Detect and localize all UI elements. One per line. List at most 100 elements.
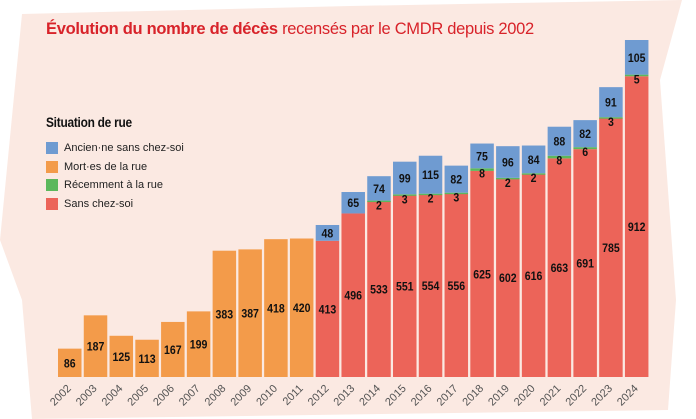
bar-sans-chez-soi-2024 xyxy=(624,76,649,377)
bar-ancien-ne-sans-chez-soi-2015 xyxy=(393,161,417,195)
bar-r-cemment-la-rue-2021 xyxy=(547,155,572,159)
data-label: 48 xyxy=(322,228,334,241)
data-label: 115 xyxy=(422,170,439,183)
data-label: 3 xyxy=(608,117,614,130)
data-label: 691 xyxy=(576,258,594,271)
legend-item: Sans chez-soi xyxy=(46,195,184,214)
data-label: 551 xyxy=(396,281,414,294)
legend-label: Mort·es de la rue xyxy=(64,160,148,173)
bar-mort-es-de-la-rue-2011 xyxy=(289,238,314,377)
bar-mort-es-de-la-rue-2007 xyxy=(186,311,211,377)
bar-r-cemment-la-rue-2016 xyxy=(418,193,443,196)
bar-sans-chez-soi-2019 xyxy=(496,178,520,377)
data-label: 420 xyxy=(293,303,311,316)
legend-item: Mort·es de la rue xyxy=(46,158,184,177)
bar-sans-chez-soi-2016 xyxy=(418,194,443,377)
legend-label: Ancien·ne sans chez-soi xyxy=(64,142,184,155)
bar-r-cemment-la-rue-2017 xyxy=(444,192,469,195)
data-label: 5 xyxy=(634,74,640,87)
data-label: 125 xyxy=(112,351,130,364)
data-label: 88 xyxy=(554,136,566,149)
data-label: 84 xyxy=(528,154,540,167)
data-label: 199 xyxy=(190,339,208,352)
data-label: 785 xyxy=(602,243,620,256)
legend-item: Ancien·ne sans chez-soi xyxy=(46,139,184,158)
bar-ancien-ne-sans-chez-soi-2024 xyxy=(624,40,649,75)
bar-mort-es-de-la-rue-2002 xyxy=(58,348,82,377)
data-label: 3 xyxy=(402,194,408,207)
bar-mort-es-de-la-rue-2003 xyxy=(83,315,108,377)
data-label: 99 xyxy=(399,173,411,186)
legend: Situation de rue Ancien·ne sans chez-soi… xyxy=(46,114,184,213)
data-label: 74 xyxy=(373,183,385,196)
title-bold: Évolution du nombre de décès xyxy=(46,20,278,38)
data-label: 8 xyxy=(556,155,562,168)
data-label: 8 xyxy=(479,168,485,181)
bar-r-cemment-la-rue-2020 xyxy=(521,173,546,175)
data-label: 2 xyxy=(531,173,537,186)
data-label: 6 xyxy=(582,147,588,160)
legend-swatch xyxy=(46,179,58,192)
legend-title: Situation de rue xyxy=(46,114,132,130)
bar-ancien-ne-sans-chez-soi-2016 xyxy=(418,155,443,194)
bar-mort-es-de-la-rue-2005 xyxy=(135,339,159,377)
data-label: 2 xyxy=(428,193,434,206)
bar-sans-chez-soi-2022 xyxy=(573,149,597,377)
bar-ancien-ne-sans-chez-soi-2012 xyxy=(315,224,340,241)
bar-ancien-ne-sans-chez-soi-2020 xyxy=(521,145,546,174)
data-label: 105 xyxy=(628,52,646,65)
bar-r-cemment-la-rue-2015 xyxy=(393,194,417,196)
bar-sans-chez-soi-2014 xyxy=(367,201,391,377)
data-label: 113 xyxy=(139,353,156,366)
data-label: 533 xyxy=(370,284,388,297)
bar-r-cemment-la-rue-2018 xyxy=(470,168,494,171)
data-label: 383 xyxy=(216,309,234,322)
bar-sans-chez-soi-2015 xyxy=(393,195,417,377)
bar-mort-es-de-la-rue-2009 xyxy=(238,249,262,377)
bar-sans-chez-soi-2018 xyxy=(470,170,494,377)
legend-label: Sans chez-soi xyxy=(64,197,134,210)
bar-sans-chez-soi-2020 xyxy=(521,173,546,377)
bar-r-cemment-la-rue-2023 xyxy=(599,117,623,119)
bar-r-cemment-la-rue-2024 xyxy=(624,74,649,77)
data-label: 167 xyxy=(164,344,182,357)
data-label: 556 xyxy=(447,280,465,293)
bar-r-cemment-la-rue-2022 xyxy=(573,147,597,150)
data-label: 912 xyxy=(628,222,646,235)
bar-ancien-ne-sans-chez-soi-2022 xyxy=(573,120,597,148)
bar-r-cemment-la-rue-2019 xyxy=(496,177,520,180)
data-label: 413 xyxy=(319,304,337,317)
data-label: 616 xyxy=(525,270,543,283)
bar-mort-es-de-la-rue-2004 xyxy=(109,335,134,377)
bar-r-cemment-la-rue-2014 xyxy=(367,200,391,203)
data-label: 86 xyxy=(64,358,76,371)
data-label: 96 xyxy=(502,157,514,170)
data-label: 91 xyxy=(605,97,617,110)
bar-sans-chez-soi-2012 xyxy=(315,240,340,377)
legend-swatch xyxy=(46,197,58,210)
data-label: 663 xyxy=(551,263,569,276)
legend-swatch xyxy=(46,142,58,155)
bar-ancien-ne-sans-chez-soi-2018 xyxy=(470,143,494,169)
bar-ancien-ne-sans-chez-soi-2021 xyxy=(547,126,572,156)
title-rest: recensés par le CMDR depuis 2002 xyxy=(277,20,534,38)
data-label: 2 xyxy=(505,177,511,190)
bar-mort-es-de-la-rue-2006 xyxy=(161,321,185,377)
bar-sans-chez-soi-2017 xyxy=(444,193,469,377)
data-label: 65 xyxy=(347,198,359,211)
data-label: 187 xyxy=(87,341,105,354)
bar-sans-chez-soi-2023 xyxy=(599,118,623,377)
bar-ancien-ne-sans-chez-soi-2017 xyxy=(444,165,469,193)
bar-mort-es-de-la-rue-2008 xyxy=(212,250,237,377)
data-label: 496 xyxy=(344,290,362,303)
legend-swatch xyxy=(46,160,58,173)
legend-item: Récemment à la rue xyxy=(46,176,184,195)
data-label: 387 xyxy=(241,308,259,321)
bar-ancien-ne-sans-chez-soi-2019 xyxy=(496,146,520,178)
data-label: 625 xyxy=(473,269,491,282)
data-label: 554 xyxy=(422,281,440,294)
bar-ancien-ne-sans-chez-soi-2014 xyxy=(367,176,391,201)
bar-ancien-ne-sans-chez-soi-2023 xyxy=(599,87,623,118)
bar-mort-es-de-la-rue-2010 xyxy=(264,239,288,377)
